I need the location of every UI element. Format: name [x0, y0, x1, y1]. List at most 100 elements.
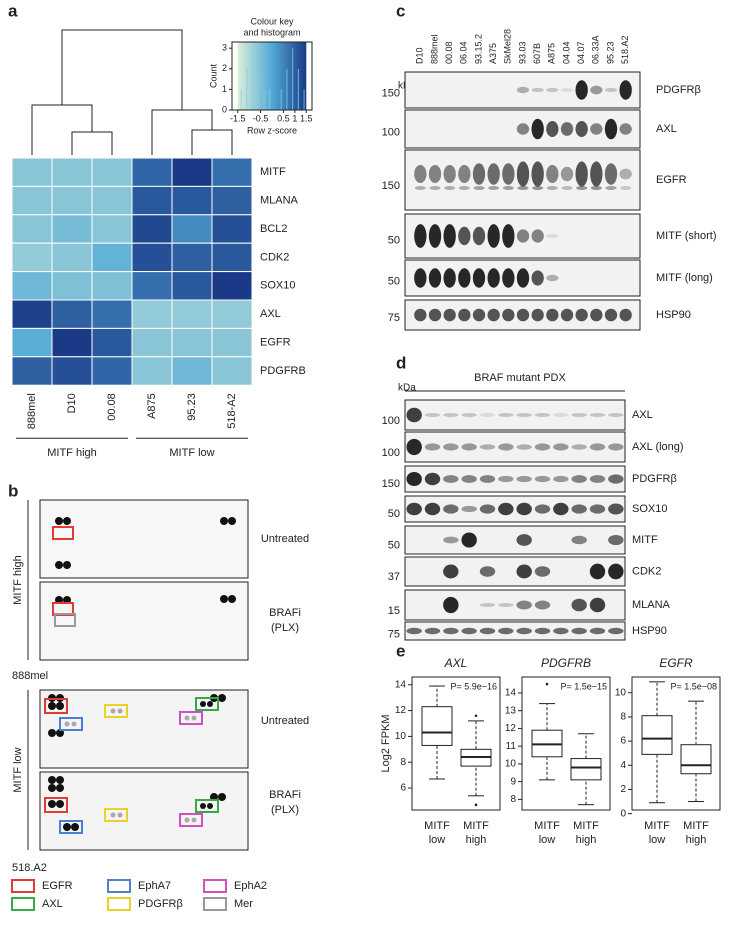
blot [404, 431, 626, 463]
y-tick-label: 4 [620, 760, 626, 771]
band [516, 161, 530, 187]
blot-label: PDGFRβ [656, 84, 701, 96]
blot-label: MITF [632, 534, 658, 546]
y-tick-label: 0 [620, 808, 626, 819]
band [406, 407, 422, 423]
lane-label: D10 [415, 47, 425, 64]
band [472, 308, 486, 322]
band [458, 268, 471, 288]
y-tick-label: 10 [395, 731, 407, 742]
band [560, 88, 574, 92]
band [443, 475, 459, 483]
marker-label: 50 [388, 234, 400, 246]
band [620, 186, 632, 190]
band [516, 308, 530, 322]
heatmap-cell [11, 327, 53, 358]
band [571, 413, 587, 417]
band [443, 596, 459, 614]
heatmap-cell [51, 271, 93, 301]
band [487, 308, 500, 322]
key-title: Colour key [250, 16, 294, 26]
row-label: AXL [260, 308, 281, 320]
band [589, 563, 606, 580]
band [516, 123, 530, 135]
heatmap-cell [91, 299, 133, 329]
heatmap-cell [51, 157, 93, 187]
band [479, 444, 496, 450]
lane-label: A875 [547, 43, 557, 64]
marker-label: 37 [388, 571, 400, 583]
x-tick-label: MITF [644, 820, 670, 832]
band [534, 443, 551, 451]
cell-line-label: 888mel [12, 670, 48, 682]
band [406, 471, 422, 487]
band [608, 443, 624, 451]
heatmap-cell [11, 185, 53, 216]
treatment-label: Untreated [261, 533, 309, 545]
treatment-label: Untreated [261, 715, 309, 727]
band [516, 627, 532, 635]
x-tick-label: MITF [573, 820, 599, 832]
band [553, 475, 569, 483]
heatmap-cell [91, 157, 133, 187]
band [414, 165, 427, 183]
band [546, 274, 559, 282]
band [414, 224, 427, 248]
column-label: 888mel [26, 393, 38, 429]
band [571, 444, 587, 450]
band [553, 502, 569, 516]
y-tick-label: 10 [505, 759, 517, 770]
x-tick-label: 1.5 [300, 113, 313, 123]
band [443, 268, 456, 288]
y-tick-label: 12 [505, 723, 517, 734]
band [590, 123, 603, 135]
blot-label: CDK2 [632, 565, 661, 577]
band [516, 86, 530, 94]
y-axis-label: Log2 FPKM [380, 714, 392, 772]
blot-label: MITF (long) [656, 272, 713, 284]
column-label: D10 [66, 393, 78, 413]
band [534, 627, 551, 635]
band [571, 627, 587, 635]
heatmap-cell [131, 356, 173, 386]
blot-label: AXL [632, 409, 653, 421]
lane-label: 93.15.2 [473, 34, 483, 64]
band [589, 475, 606, 483]
band [487, 163, 500, 185]
band [553, 413, 569, 417]
band [479, 627, 496, 635]
band [516, 564, 532, 579]
heatmap-cell [51, 214, 93, 244]
legend-swatch [107, 897, 131, 911]
heatmap-cell [91, 356, 133, 386]
heatmap-cell [51, 356, 93, 386]
blot-label: AXL [656, 123, 677, 135]
marker-label: 50 [388, 508, 400, 520]
band [487, 268, 500, 288]
band [604, 87, 618, 93]
heatmap-cell [211, 356, 253, 386]
p-value: P= 5.9e−16 [450, 681, 497, 691]
band [516, 268, 530, 288]
band [608, 474, 624, 484]
band [516, 229, 530, 243]
blot-label: HSP90 [656, 309, 691, 321]
blot [404, 465, 626, 493]
band [498, 475, 514, 483]
band [428, 224, 442, 248]
column-label: 518-A2 [226, 393, 238, 428]
heatmap-cell [131, 214, 173, 244]
legend-label: EphA2 [234, 880, 267, 892]
panel-label: b [8, 481, 18, 500]
plot-frame [631, 676, 721, 811]
treatment-label: (PLX) [271, 804, 299, 816]
color-key [237, 42, 307, 110]
heatmap-cell [211, 327, 253, 358]
band [560, 308, 574, 322]
band [428, 308, 442, 322]
band [461, 443, 477, 451]
band [443, 224, 456, 248]
column-label: 00.08 [106, 393, 118, 421]
band [619, 168, 632, 180]
dendrogram [31, 29, 233, 155]
